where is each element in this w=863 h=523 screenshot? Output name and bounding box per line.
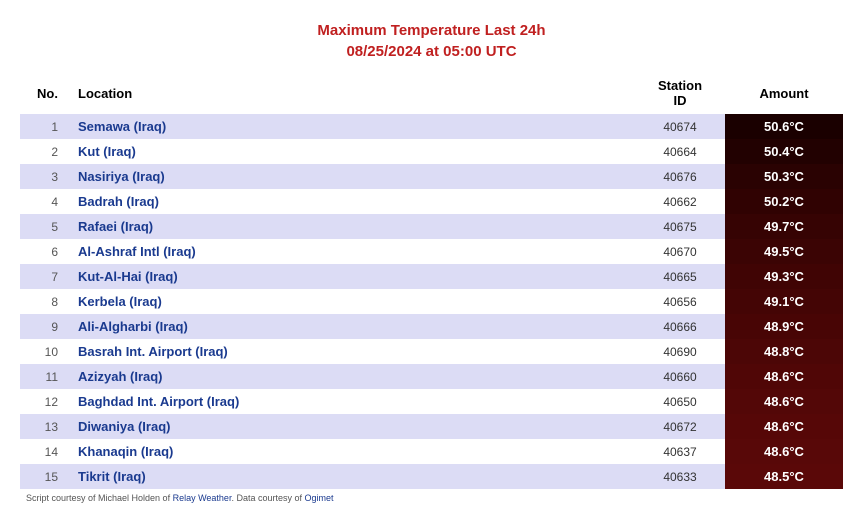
table-row: 3Nasiriya (Iraq)4067650.3°C: [20, 164, 843, 189]
cell-no: 7: [20, 264, 66, 289]
cell-no: 12: [20, 389, 66, 414]
cell-amount: 49.3°C: [725, 264, 843, 289]
table-row: 6Al-Ashraf Intl (Iraq)4067049.5°C: [20, 239, 843, 264]
table-row: 4Badrah (Iraq)4066250.2°C: [20, 189, 843, 214]
cell-location[interactable]: Ali-Algharbi (Iraq): [66, 314, 635, 339]
cell-station: 40662: [635, 189, 725, 214]
cell-amount: 50.3°C: [725, 164, 843, 189]
cell-station: 40633: [635, 464, 725, 489]
cell-no: 3: [20, 164, 66, 189]
cell-no: 13: [20, 414, 66, 439]
page-title: Maximum Temperature Last 24h 08/25/2024 …: [20, 20, 843, 62]
cell-station: 40650: [635, 389, 725, 414]
header-no: No.: [20, 72, 66, 114]
cell-amount: 48.5°C: [725, 464, 843, 489]
weather-table-container: Maximum Temperature Last 24h 08/25/2024 …: [20, 20, 843, 503]
cell-amount: 50.4°C: [725, 139, 843, 164]
cell-no: 15: [20, 464, 66, 489]
cell-amount: 49.1°C: [725, 289, 843, 314]
cell-amount: 48.6°C: [725, 414, 843, 439]
table-row: 13Diwaniya (Iraq)4067248.6°C: [20, 414, 843, 439]
table-row: 5Rafaei (Iraq)4067549.7°C: [20, 214, 843, 239]
cell-station: 40675: [635, 214, 725, 239]
temperature-table: No. Location StationID Amount 1Semawa (I…: [20, 72, 843, 489]
cell-location[interactable]: Diwaniya (Iraq): [66, 414, 635, 439]
table-row: 2Kut (Iraq)4066450.4°C: [20, 139, 843, 164]
cell-no: 1: [20, 114, 66, 139]
cell-no: 5: [20, 214, 66, 239]
table-row: 12Baghdad Int. Airport (Iraq)4065048.6°C: [20, 389, 843, 414]
header-location: Location: [66, 72, 635, 114]
cell-amount: 48.8°C: [725, 339, 843, 364]
header-amount: Amount: [725, 72, 843, 114]
table-row: 7Kut-Al-Hai (Iraq)4066549.3°C: [20, 264, 843, 289]
table-row: 9Ali-Algharbi (Iraq)4066648.9°C: [20, 314, 843, 339]
cell-amount: 50.2°C: [725, 189, 843, 214]
cell-location[interactable]: Baghdad Int. Airport (Iraq): [66, 389, 635, 414]
table-row: 1Semawa (Iraq)4067450.6°C: [20, 114, 843, 139]
footer-mid: . Data courtesy of: [231, 493, 304, 503]
footer-link-relay[interactable]: Relay Weather: [173, 493, 232, 503]
cell-no: 2: [20, 139, 66, 164]
footer-credit: Script courtesy of Michael Holden of Rel…: [20, 493, 843, 503]
table-row: 15Tikrit (Iraq)4063348.5°C: [20, 464, 843, 489]
table-row: 10Basrah Int. Airport (Iraq)4069048.8°C: [20, 339, 843, 364]
cell-station: 40670: [635, 239, 725, 264]
cell-no: 8: [20, 289, 66, 314]
cell-location[interactable]: Semawa (Iraq): [66, 114, 635, 139]
cell-no: 4: [20, 189, 66, 214]
cell-station: 40656: [635, 289, 725, 314]
cell-station: 40637: [635, 439, 725, 464]
cell-location[interactable]: Kut (Iraq): [66, 139, 635, 164]
title-line-2: 08/25/2024 at 05:00 UTC: [346, 43, 516, 60]
table-header-row: No. Location StationID Amount: [20, 72, 843, 114]
cell-no: 14: [20, 439, 66, 464]
cell-location[interactable]: Azizyah (Iraq): [66, 364, 635, 389]
cell-location[interactable]: Nasiriya (Iraq): [66, 164, 635, 189]
cell-location[interactable]: Tikrit (Iraq): [66, 464, 635, 489]
cell-station: 40666: [635, 314, 725, 339]
cell-amount: 48.6°C: [725, 439, 843, 464]
title-line-1: Maximum Temperature Last 24h: [317, 22, 545, 39]
footer-prefix: Script courtesy of Michael Holden of: [26, 493, 173, 503]
cell-amount: 49.5°C: [725, 239, 843, 264]
table-body: 1Semawa (Iraq)4067450.6°C2Kut (Iraq)4066…: [20, 114, 843, 489]
cell-no: 10: [20, 339, 66, 364]
cell-amount: 48.6°C: [725, 389, 843, 414]
cell-location[interactable]: Basrah Int. Airport (Iraq): [66, 339, 635, 364]
cell-location[interactable]: Khanaqin (Iraq): [66, 439, 635, 464]
cell-station: 40660: [635, 364, 725, 389]
cell-location[interactable]: Rafaei (Iraq): [66, 214, 635, 239]
cell-no: 6: [20, 239, 66, 264]
cell-location[interactable]: Al-Ashraf Intl (Iraq): [66, 239, 635, 264]
cell-station: 40674: [635, 114, 725, 139]
cell-station: 40665: [635, 264, 725, 289]
table-row: 8Kerbela (Iraq)4065649.1°C: [20, 289, 843, 314]
table-row: 14Khanaqin (Iraq)4063748.6°C: [20, 439, 843, 464]
cell-no: 11: [20, 364, 66, 389]
cell-amount: 48.6°C: [725, 364, 843, 389]
footer-link-ogimet[interactable]: Ogimet: [305, 493, 334, 503]
cell-location[interactable]: Kut-Al-Hai (Iraq): [66, 264, 635, 289]
cell-station: 40676: [635, 164, 725, 189]
header-station: StationID: [635, 72, 725, 114]
cell-station: 40690: [635, 339, 725, 364]
cell-amount: 48.9°C: [725, 314, 843, 339]
cell-station: 40672: [635, 414, 725, 439]
cell-amount: 49.7°C: [725, 214, 843, 239]
cell-location[interactable]: Kerbela (Iraq): [66, 289, 635, 314]
table-row: 11Azizyah (Iraq)4066048.6°C: [20, 364, 843, 389]
cell-station: 40664: [635, 139, 725, 164]
cell-amount: 50.6°C: [725, 114, 843, 139]
cell-location[interactable]: Badrah (Iraq): [66, 189, 635, 214]
cell-no: 9: [20, 314, 66, 339]
